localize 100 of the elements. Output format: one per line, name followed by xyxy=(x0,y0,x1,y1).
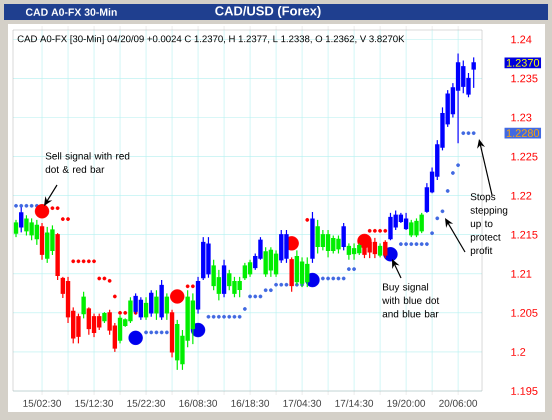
point xyxy=(102,276,106,280)
y-tick-label: 1.215 xyxy=(511,230,538,239)
y-tick-label: 1.24 xyxy=(511,36,532,44)
point xyxy=(336,276,340,280)
candlestick xyxy=(154,290,159,320)
candlestick xyxy=(341,222,346,251)
point xyxy=(435,216,440,220)
point xyxy=(420,242,424,246)
point xyxy=(409,242,414,246)
point xyxy=(331,276,336,280)
point xyxy=(190,284,195,288)
y-tick-label: 1.235 xyxy=(511,74,538,82)
point xyxy=(383,228,388,233)
point xyxy=(398,242,403,246)
point xyxy=(186,284,190,288)
point xyxy=(274,282,278,287)
point xyxy=(248,294,252,298)
point xyxy=(123,310,128,315)
annotation: Buy signal with blue dot and blue bar xyxy=(382,283,440,318)
point xyxy=(342,276,346,280)
point xyxy=(222,314,226,319)
point xyxy=(50,206,54,210)
candlestick xyxy=(102,311,107,324)
point xyxy=(368,228,372,233)
x-tick-label: 15/02:30 xyxy=(23,400,62,407)
x-tick-label: 17/04:30 xyxy=(283,400,322,407)
point xyxy=(206,314,210,319)
point xyxy=(372,228,377,233)
point xyxy=(305,218,310,222)
point xyxy=(227,314,232,319)
chart-subtitle: CAD A0-FX 30-Min xyxy=(26,8,117,16)
point xyxy=(446,189,450,193)
point xyxy=(414,242,418,246)
point xyxy=(424,242,429,246)
point xyxy=(258,294,262,298)
point xyxy=(108,278,112,283)
y-tick-label: 1.21 xyxy=(511,270,532,278)
point xyxy=(284,282,288,287)
point xyxy=(232,314,236,319)
point xyxy=(326,276,330,280)
x-tick-label: 15/22:30 xyxy=(127,400,166,407)
point xyxy=(97,276,102,280)
point xyxy=(450,171,455,175)
chart-title: CAD/USD (Forex) xyxy=(215,6,321,18)
annotation: Sell signal with red dot & red bar xyxy=(46,152,130,173)
point xyxy=(404,242,408,246)
point xyxy=(346,267,351,271)
point xyxy=(60,217,65,221)
candlestick xyxy=(81,291,86,319)
point xyxy=(466,131,470,136)
point xyxy=(86,259,91,264)
x-tick-label: 17/14:30 xyxy=(335,400,374,407)
point xyxy=(144,330,148,334)
point xyxy=(92,259,96,264)
point xyxy=(112,294,117,298)
point xyxy=(461,131,466,136)
y-tick-label: 1.2370 xyxy=(506,58,540,67)
point xyxy=(238,314,242,319)
point xyxy=(456,163,460,168)
point xyxy=(352,267,356,271)
point xyxy=(430,231,434,236)
point xyxy=(264,288,268,292)
candlestick xyxy=(149,290,154,318)
x-tick-label: 16/18:30 xyxy=(231,400,270,407)
y-tick-label: 1.2 xyxy=(511,348,526,356)
y-tick-label: 1.23 xyxy=(511,114,532,122)
annotation: CAD A0-FX [30-Min] 04/20/09 +0.0024 C 1.2370, H 1.2377, L 1.2338, O 1.2362, V 3.8270K xyxy=(18,35,404,44)
candlestick xyxy=(471,56,476,88)
candlestick xyxy=(378,242,382,258)
point xyxy=(19,204,24,208)
x-tick-label: 15/12:30 xyxy=(75,400,114,407)
point xyxy=(160,330,164,334)
y-tick-label: 1.22 xyxy=(511,192,532,200)
y-tick-label: 1.195 xyxy=(511,387,538,395)
x-tick-label: 19/20:00 xyxy=(387,400,426,407)
point xyxy=(24,204,28,208)
point xyxy=(82,259,86,264)
candlestick xyxy=(289,256,294,292)
point xyxy=(212,314,216,319)
x-tick-label: 20/06:00 xyxy=(439,400,478,407)
point xyxy=(164,330,169,334)
point xyxy=(71,259,76,264)
y-tick-label: 1.225 xyxy=(511,152,538,160)
point xyxy=(279,282,284,287)
point xyxy=(154,330,158,334)
point xyxy=(440,209,444,214)
point xyxy=(242,307,247,311)
point xyxy=(253,294,258,298)
annotation: Stops stepping up to protect profit xyxy=(470,193,508,256)
point xyxy=(14,204,18,208)
candlestick xyxy=(383,240,388,259)
point xyxy=(118,310,122,315)
point xyxy=(56,206,60,210)
y-tick-label: 1.2280 xyxy=(506,129,540,138)
point xyxy=(268,288,273,292)
point xyxy=(320,276,325,280)
x-tick-label: 16/08:30 xyxy=(179,400,218,407)
point xyxy=(149,330,154,334)
y-tick-label: 1.205 xyxy=(511,308,538,317)
candlestick xyxy=(55,232,60,281)
